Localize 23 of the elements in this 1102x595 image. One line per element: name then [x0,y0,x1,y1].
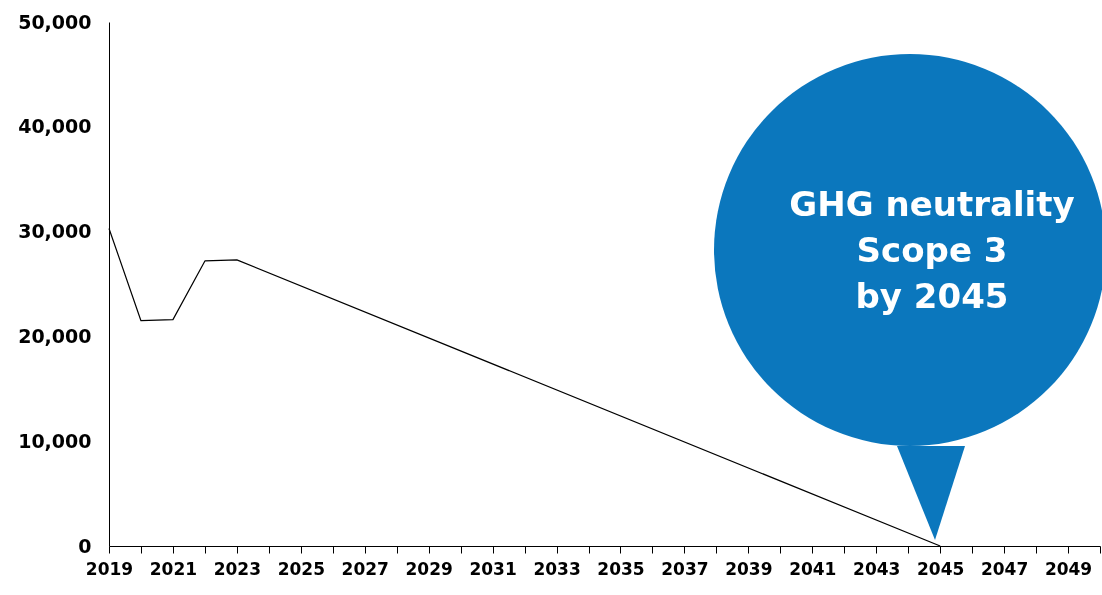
y-tick-label: 30,000 [18,220,92,243]
x-tick-label: 2021 [149,558,198,579]
y-tick-label: 0 [78,534,92,557]
x-tick-label: 2041 [789,558,837,579]
x-tick-label: 2035 [597,558,645,579]
x-tick-label: 2037 [661,558,709,579]
x-tick-label: 2043 [853,558,901,579]
x-tick-label: 2025 [277,558,325,579]
x-tick-label: 2033 [533,558,581,579]
x-tick-label: 2049 [1044,558,1093,579]
y-tick-label: 20,000 [18,324,92,347]
x-tick-label: 2031 [469,558,517,579]
x-tick-label: 2045 [917,558,965,579]
x-tick-label: 2023 [213,558,262,579]
x-tick-label: 2039 [725,558,773,579]
y-tick-label: 50,000 [18,10,92,33]
y-tick-label: 40,000 [18,115,92,138]
x-tick-label: 2019 [85,558,134,579]
x-tick-label: 2027 [341,558,389,579]
y-tick-label: 10,000 [18,429,92,452]
annotation: GHG neutrality Scope 3 by 2045 [788,183,1076,318]
x-tick-label: 2029 [405,558,453,579]
x-tick-label: 2047 [980,558,1029,579]
